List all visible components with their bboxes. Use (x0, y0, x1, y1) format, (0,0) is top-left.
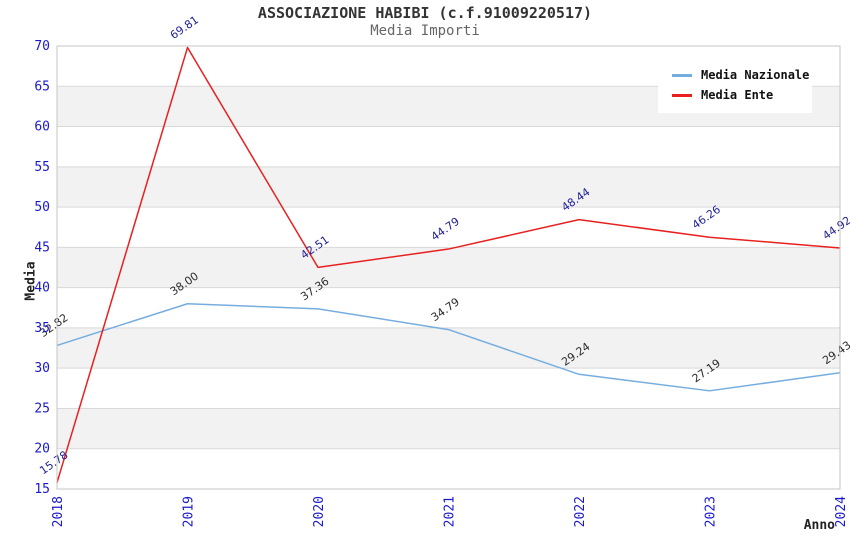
series-line-media-nazionale (56, 302, 841, 392)
x-tick-label: 2020 (312, 496, 327, 527)
x-tick-label: 2023 (704, 496, 719, 527)
y-tick-label: 65 (34, 79, 50, 94)
legend-label-media-nazionale: Media Nazionale (701, 68, 810, 82)
x-axis-title: Anno (803, 518, 835, 533)
x-tick-labels: 2018 2019 2020 2021 2022 2023 2024 (51, 496, 849, 527)
legend-swatch-media-nazionale (672, 73, 692, 77)
plot-border (56, 45, 841, 490)
y-tick-label: 25 (34, 401, 50, 416)
y-tick-label: 30 (34, 361, 50, 376)
series-line-media-ente (56, 46, 841, 483)
x-tick-label: 2019 (182, 496, 197, 527)
y-tick-labels: 15 20 25 30 35 40 45 50 55 60 65 70 (34, 39, 50, 497)
y-tick-label: 55 (34, 160, 50, 175)
chart-title: ASSOCIAZIONE HABIBI (c.f.91009220517) (257, 4, 593, 22)
legend-item-media-nazionale: Media Nazionale (672, 65, 812, 85)
y-tick-label: 40 (34, 281, 50, 296)
y-tick-label: 60 (34, 120, 50, 135)
x-tick-label: 2018 (51, 496, 66, 527)
y-tick-label: 70 (34, 39, 50, 54)
legend-item-media-ente: Media Ente (672, 85, 812, 105)
chart-subtitle: Media Importi (370, 23, 480, 39)
y-tick-label: 20 (34, 442, 50, 457)
y-tick-label: 35 (34, 321, 50, 336)
legend-swatch-media-ente (672, 93, 692, 97)
x-tick-label: 2021 (443, 496, 458, 527)
x-tick-label: 2024 (834, 496, 849, 527)
y-axis-title: Media (23, 261, 39, 301)
y-tick-label: 45 (34, 240, 50, 255)
y-tick-label: 15 (34, 482, 50, 497)
x-tick-label: 2022 (573, 496, 588, 527)
legend-label-media-ente: Media Ente (701, 88, 774, 102)
y-tick-label: 50 (34, 200, 50, 215)
legend: Media Nazionale Media Ente (658, 57, 812, 113)
